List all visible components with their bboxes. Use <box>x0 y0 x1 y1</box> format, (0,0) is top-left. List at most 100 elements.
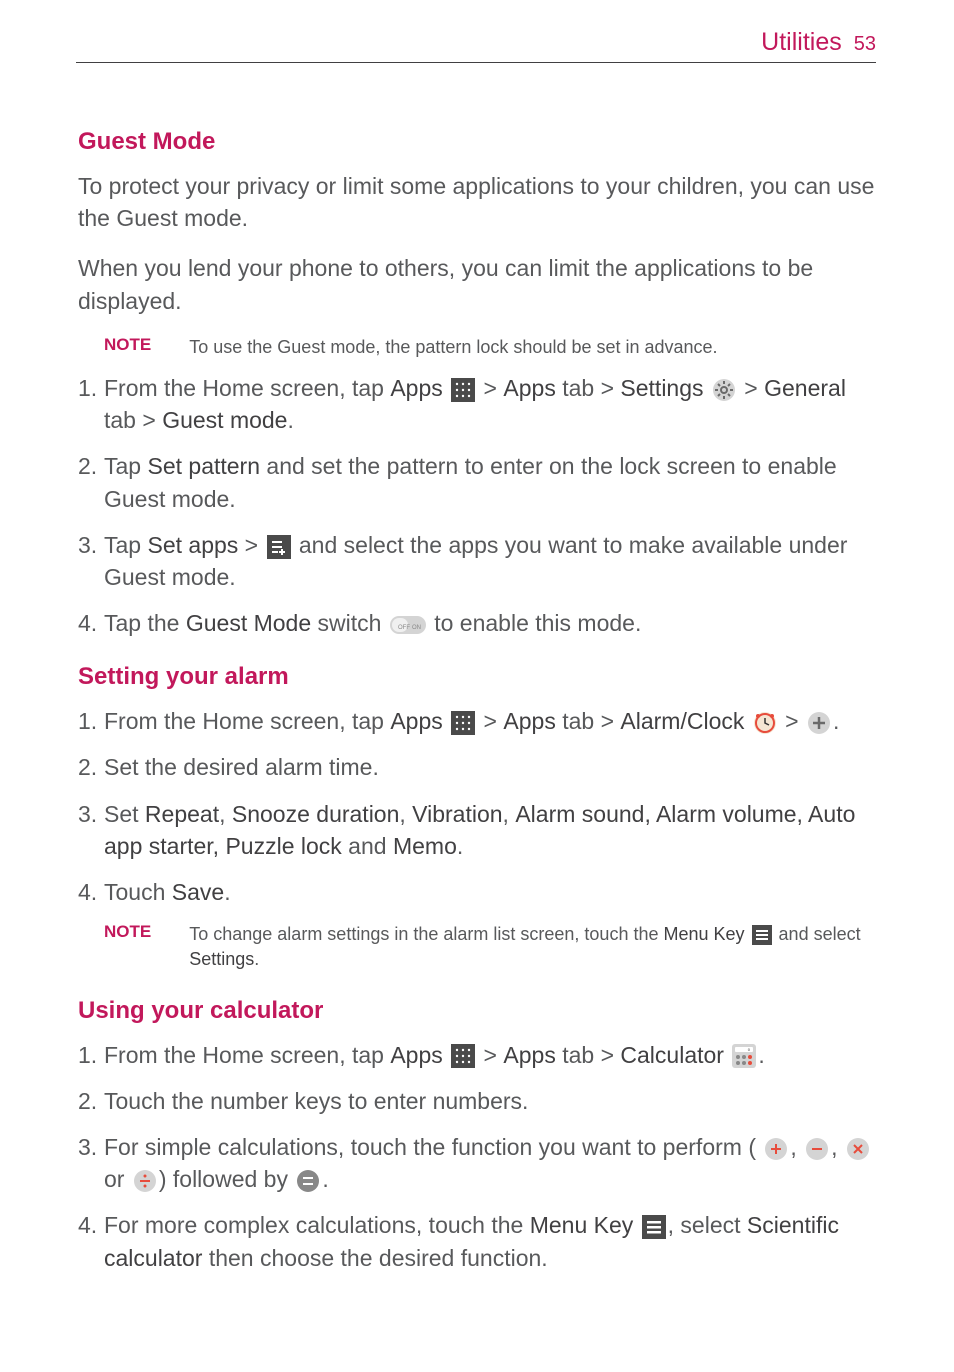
list-text: Touch the number keys to enter numbers. <box>104 1085 878 1117</box>
list-item: 4. Touch Save. <box>78 876 878 908</box>
bold-text: Apps <box>390 375 442 401</box>
note-block: NOTE To change alarm settings in the ala… <box>78 922 878 972</box>
bold-text: Vibration <box>412 801 502 827</box>
list-text: For simple calculations, touch the funct… <box>104 1131 878 1195</box>
text: . <box>833 708 839 734</box>
apps-grid-icon <box>451 1044 475 1068</box>
text: and select <box>774 924 861 944</box>
page-header: Utilities 53 <box>761 28 876 57</box>
list-text: From the Home screen, tap Apps > Apps ta… <box>104 372 878 436</box>
text: . <box>758 1042 764 1068</box>
svg-text:OFF: OFF <box>398 625 410 631</box>
menu-icon <box>752 925 772 945</box>
multiply-button-icon <box>846 1137 870 1161</box>
paragraph: When you lend your phone to others, you … <box>78 252 878 316</box>
bold-text: Repeat <box>145 801 219 827</box>
text: switch <box>311 610 388 636</box>
list-text: Touch Save. <box>104 876 878 908</box>
text: Tap <box>104 532 147 558</box>
list-text: From the Home screen, tap Apps > Apps ta… <box>104 705 878 737</box>
text: and <box>342 833 393 859</box>
text: To change alarm settings in the alarm li… <box>189 924 663 944</box>
list-number: 1. <box>78 372 104 436</box>
list-text: From the Home screen, tap Apps > Apps ta… <box>104 1039 878 1071</box>
bold-text: Settings <box>189 949 254 969</box>
list-item: 2. Set the desired alarm time. <box>78 751 878 783</box>
note-label: NOTE <box>104 335 151 355</box>
list-number: 3. <box>78 529 104 593</box>
text: . <box>254 949 259 969</box>
list-item: 3. Tap Set apps > and select the apps yo… <box>78 529 878 593</box>
text: then choose the desired function. <box>202 1245 547 1271</box>
list-item: 2. Tap Set pattern and set the pattern t… <box>78 450 878 514</box>
bold-text: Menu Key <box>663 924 744 944</box>
text: From the Home screen, tap <box>104 375 390 401</box>
text: > <box>738 375 764 401</box>
text: > <box>477 1042 503 1068</box>
page-number: 53 <box>854 33 876 56</box>
text: , select <box>668 1212 747 1238</box>
text: , <box>790 1134 803 1160</box>
list-number: 2. <box>78 450 104 514</box>
text: Touch <box>104 879 172 905</box>
paragraph: To protect your privacy or limit some ap… <box>78 170 878 234</box>
list-number: 3. <box>78 798 104 862</box>
text: > <box>779 708 805 734</box>
plus-button-icon <box>764 1137 788 1161</box>
bold-text: Apps <box>503 708 555 734</box>
list-text: Tap Set apps > and select the apps you w… <box>104 529 878 593</box>
text: From the Home screen, tap <box>104 1042 390 1068</box>
list-number: 2. <box>78 751 104 783</box>
list-text: Tap the Guest Mode switch OFFON to enabl… <box>104 607 878 639</box>
minus-button-icon <box>805 1137 829 1161</box>
list-number: 4. <box>78 876 104 908</box>
text: . <box>224 879 230 905</box>
text: Tap the <box>104 610 186 636</box>
text: tab > <box>556 708 621 734</box>
note-text: To use the Guest mode, the pattern lock … <box>189 335 717 360</box>
list-item: 1. From the Home screen, tap Apps > Apps… <box>78 705 878 737</box>
bold-text: Save <box>172 879 224 905</box>
bold-text: General <box>764 375 846 401</box>
clock-icon <box>753 711 777 735</box>
bold-text: Apps <box>503 1042 555 1068</box>
add-app-icon <box>267 535 291 559</box>
heading-calculator: Using your calculator <box>78 997 878 1025</box>
bold-text: Menu Key <box>530 1212 634 1238</box>
list-number: 4. <box>78 607 104 639</box>
list-text: Tap Set pattern and set the pattern to e… <box>104 450 878 514</box>
menu-icon <box>642 1215 666 1239</box>
bold-text: Set pattern <box>147 453 260 479</box>
bold-text: Apps <box>390 708 442 734</box>
note-block: NOTE To use the Guest mode, the pattern … <box>78 335 878 360</box>
bold-text: Calculator <box>620 1042 724 1068</box>
text: > <box>238 532 264 558</box>
divide-button-icon <box>133 1169 157 1193</box>
text: to enable this mode. <box>428 610 642 636</box>
add-plus-icon <box>807 711 831 735</box>
list-item: 3. Set Repeat, Snooze duration, Vibratio… <box>78 798 878 862</box>
list-number: 2. <box>78 1085 104 1117</box>
text: , <box>831 1134 844 1160</box>
list-item: 4. For more complex calculations, touch … <box>78 1209 878 1273</box>
heading-alarm: Setting your alarm <box>78 663 878 691</box>
bold-text: Apps <box>503 375 555 401</box>
bold-text: Snooze duration <box>232 801 400 827</box>
text: , <box>399 801 412 827</box>
bold-text: Set apps <box>147 532 238 558</box>
list-text: Set the desired alarm time. <box>104 751 878 783</box>
text: . <box>322 1166 328 1192</box>
text: For more complex calculations, touch the <box>104 1212 530 1238</box>
list-text: Set Repeat, Snooze duration, Vibration, … <box>104 798 878 862</box>
text: tab > <box>104 407 162 433</box>
list-item: 4. Tap the Guest Mode switch OFFON to en… <box>78 607 878 639</box>
text: tab > <box>556 1042 621 1068</box>
note-label: NOTE <box>104 922 151 942</box>
toggle-switch-icon: OFFON <box>390 616 426 634</box>
calculator-icon: 0 <box>732 1044 756 1068</box>
text: Set <box>104 801 145 827</box>
note-text: To change alarm settings in the alarm li… <box>189 922 878 972</box>
heading-guest-mode: Guest Mode <box>78 128 878 156</box>
list-number: 4. <box>78 1209 104 1273</box>
text: Tap <box>104 453 147 479</box>
